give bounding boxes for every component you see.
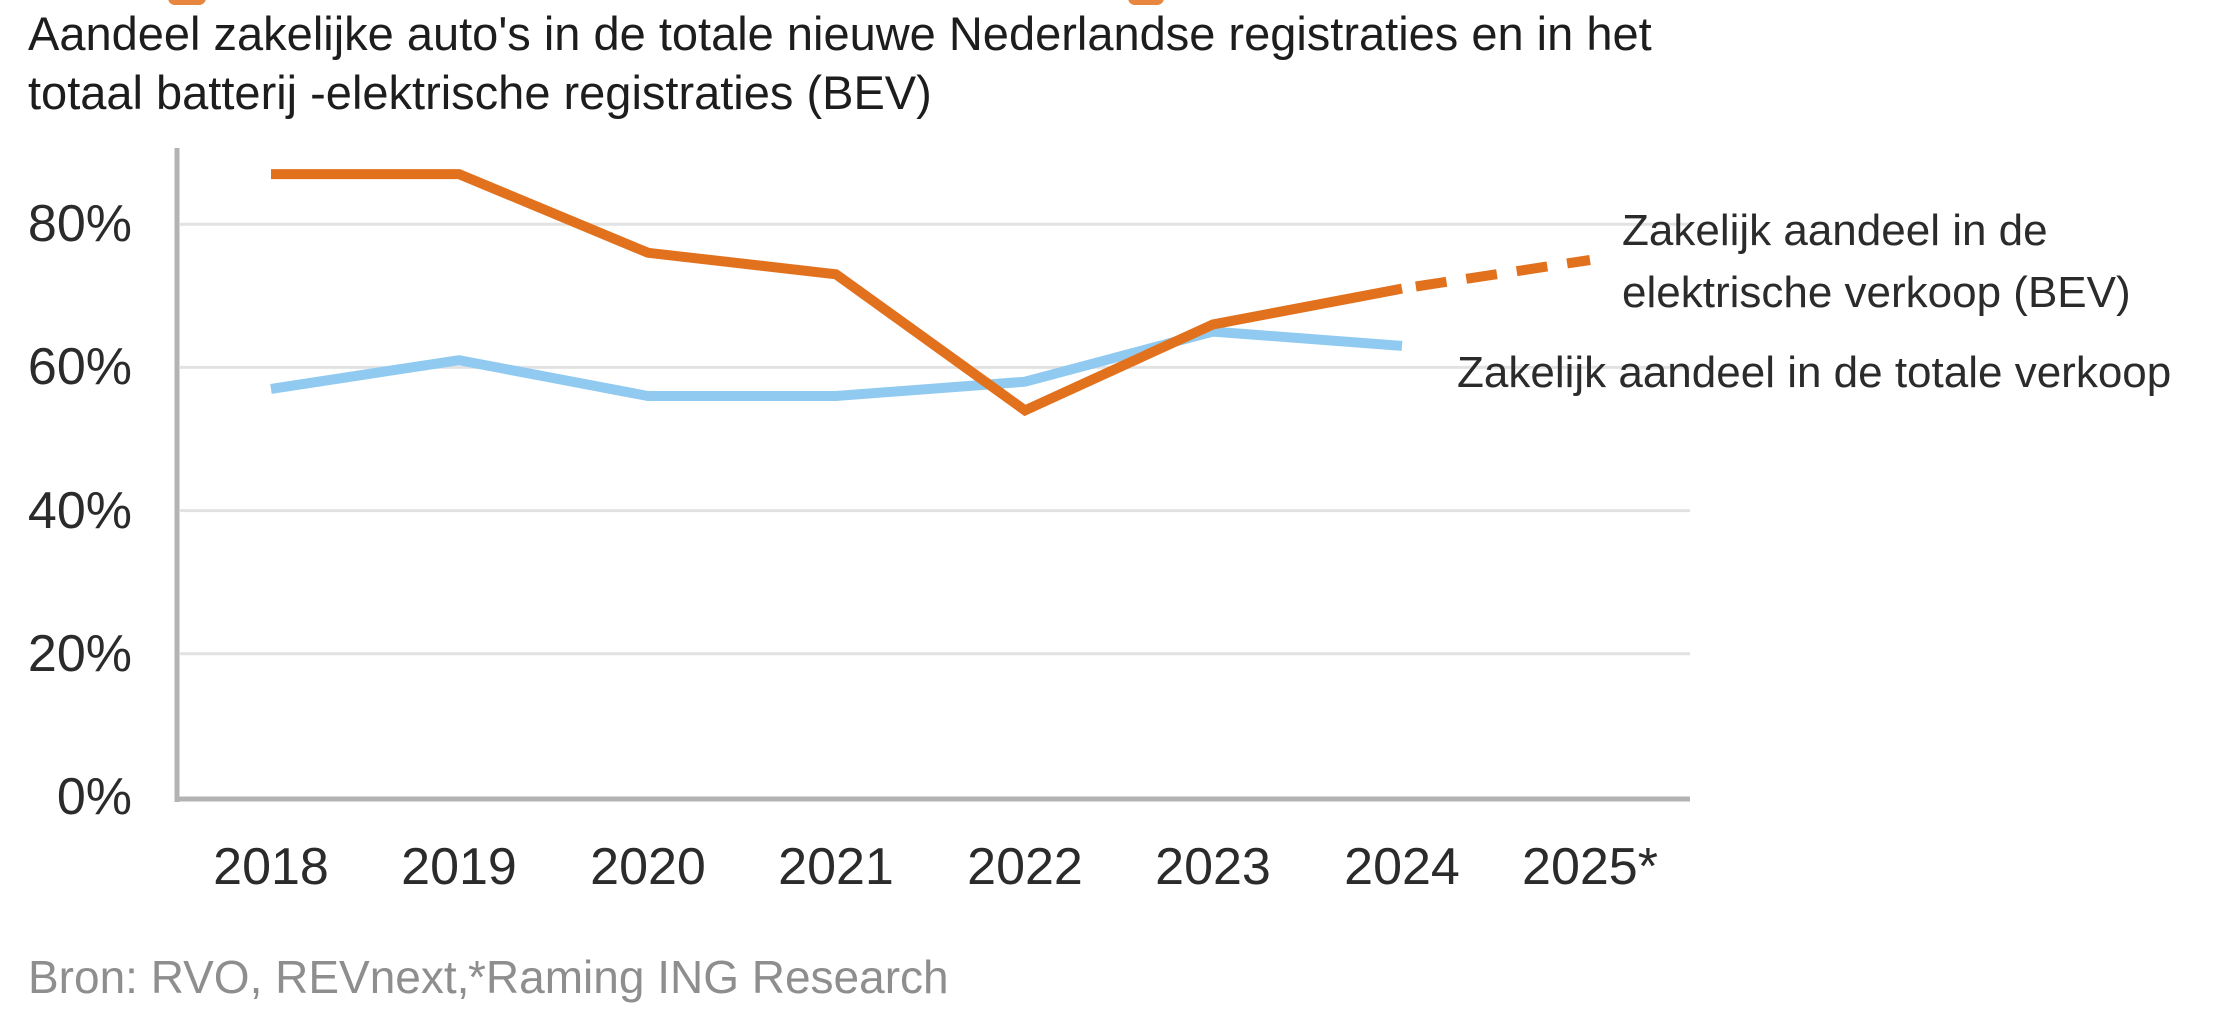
x-tick-label-2020: 2020: [590, 838, 706, 896]
series-line-bev_line: [271, 169, 1403, 417]
x-tick-label-2023: 2023: [1155, 838, 1271, 896]
x-tick-label-2018: 2018: [213, 838, 329, 896]
x-tick-label-2024: 2024: [1344, 838, 1460, 896]
x-tick-label-2019: 2019: [401, 838, 517, 896]
y-tick-label-60pct: 60%: [27, 338, 132, 396]
y-tick-label-40pct: 40%: [27, 482, 132, 540]
series-line-total_line: [270, 326, 1403, 401]
x-tick-label-2021: 2021: [778, 838, 894, 896]
y-tick-label-20pct: 20%: [27, 625, 132, 683]
x-tick-label-2022: 2022: [967, 838, 1083, 896]
chart-title: Aandeel zakelijke auto's in de totale ni…: [28, 7, 1652, 119]
y-tick-label-80pct: 80%: [27, 195, 132, 253]
top-edge-artifact: [168, 0, 206, 5]
top-edge-artifact: [1128, 0, 1164, 5]
source-footnote: *Raming ING Research: [468, 951, 949, 1003]
legend-label-total-series: Zakelijk aandeel in de totale verkoop: [1457, 348, 2172, 397]
x-tick-label-2025: 2025*: [1522, 838, 1658, 896]
y-tick-label-0pct: 0%: [56, 768, 132, 826]
legend-label-bev-series: Zakelijk aandeel in de elektrische verko…: [1622, 206, 2131, 317]
source-attribution: Bron: RVO, REVnext,: [28, 951, 470, 1003]
series-line-dashed-bev_line: [1401, 255, 1591, 294]
